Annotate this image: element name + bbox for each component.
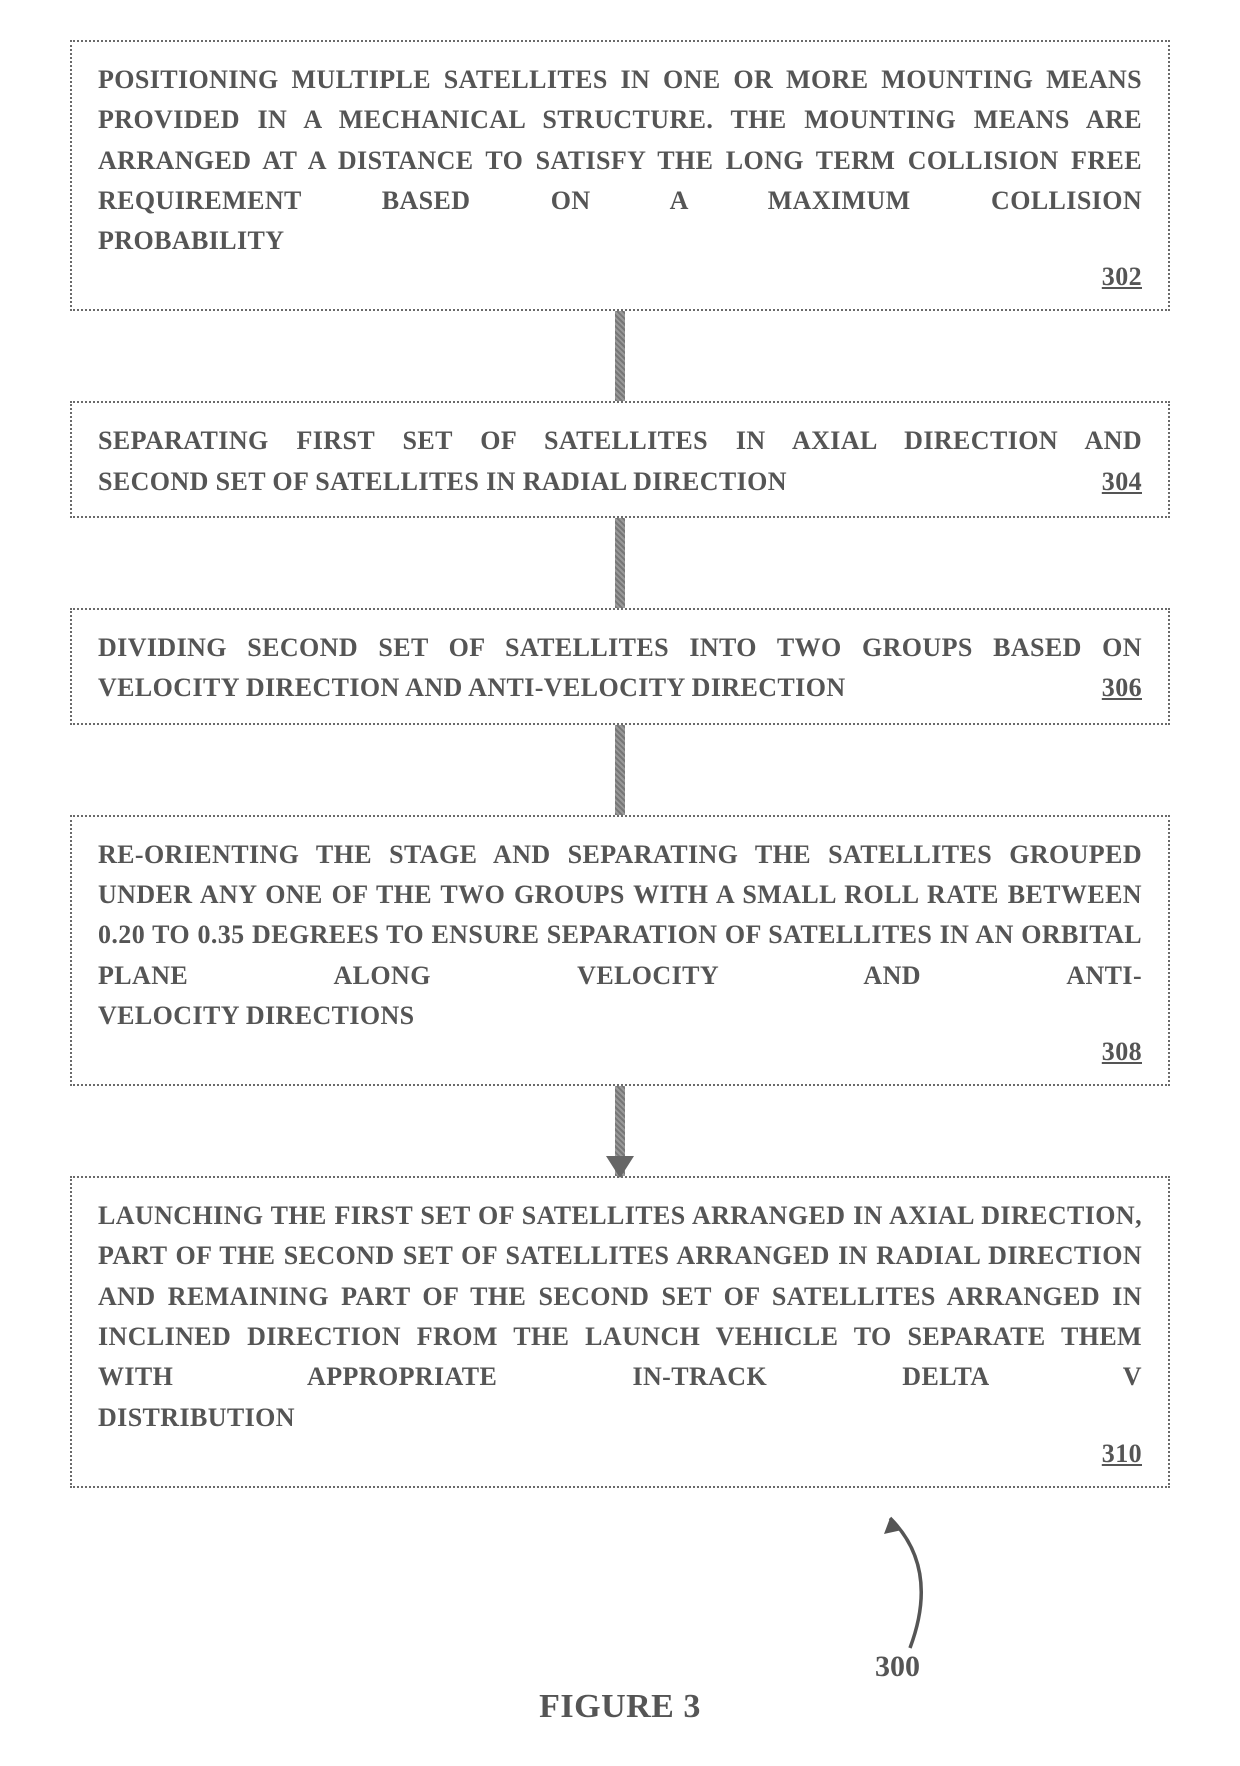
flow-connector — [615, 725, 625, 815]
flow-node-302: POSITIONING MULTIPLE SATELLITES IN ONE O… — [70, 40, 1170, 311]
flow-node-ref: 302 — [1102, 257, 1142, 297]
reference-pointer: 300 — [70, 1508, 1170, 1678]
flow-node-text: RE-ORIENTING THE STAGE AND SEPARATING TH… — [98, 840, 1142, 990]
flow-connector-arrow — [615, 1086, 625, 1176]
flow-node-text: POSITIONING MULTIPLE SATELLITES IN ONE O… — [98, 65, 1142, 215]
flow-node-310: LAUNCHING THE FIRST SET OF SATELLITES AR… — [70, 1176, 1170, 1488]
flow-node-ref: 308 — [1102, 1032, 1142, 1072]
flow-node-text: SEPARATING FIRST SET OF SATELLITES IN AX… — [98, 426, 1142, 455]
flowchart-container: POSITIONING MULTIPLE SATELLITES IN ONE O… — [50, 40, 1190, 1726]
figure-caption: FIGURE 3 — [539, 1688, 701, 1726]
flow-node-lastline: PROBABILITY — [98, 221, 1142, 261]
flow-node-ref: 304 — [1102, 462, 1142, 502]
flow-node-lastline: VELOCITY DIRECTION AND ANTI-VELOCITY DIR… — [98, 668, 1142, 708]
flow-node-lastline: VELOCITY DIRECTIONS — [98, 996, 1142, 1036]
flow-node-308: RE-ORIENTING THE STAGE AND SEPARATING TH… — [70, 815, 1170, 1086]
reference-number: 300 — [875, 1650, 920, 1684]
flow-connector — [615, 518, 625, 608]
flow-node-lastline: SECOND SET OF SATELLITES IN RADIAL DIREC… — [98, 462, 1142, 502]
flow-node-text: DIVIDING SECOND SET OF SATELLITES INTO T… — [98, 633, 1142, 662]
flow-node-306: DIVIDING SECOND SET OF SATELLITES INTO T… — [70, 608, 1170, 725]
arrow-head-icon — [606, 1156, 634, 1178]
flow-node-lastline: DISTRIBUTION — [98, 1398, 1142, 1438]
flow-node-ref: 306 — [1102, 668, 1142, 708]
flow-connector — [615, 311, 625, 401]
flow-node-ref: 310 — [1102, 1434, 1142, 1474]
flow-node-304: SEPARATING FIRST SET OF SATELLITES IN AX… — [70, 401, 1170, 518]
flow-node-text: LAUNCHING THE FIRST SET OF SATELLITES AR… — [98, 1201, 1142, 1391]
curve-arrow-icon — [830, 1508, 970, 1658]
